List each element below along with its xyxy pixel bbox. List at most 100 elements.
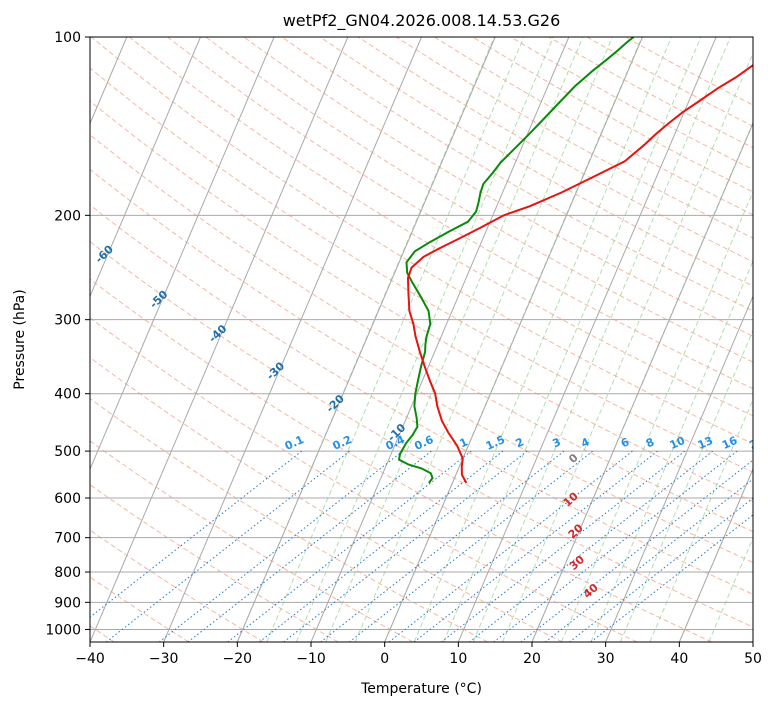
moist-adiabats: [236, 37, 753, 642]
dry-adiabat-line: [90, 241, 753, 628]
isotherm-line: [90, 37, 349, 642]
dry-adiabat-line: [90, 100, 753, 503]
mixing-ratio-lines: [90, 450, 753, 642]
moist-adiabat-line: [413, 37, 672, 642]
moist-adiabat-line: [443, 37, 702, 642]
mixing-ratio-line: [590, 514, 753, 642]
dry-adiabat-line: [90, 134, 753, 533]
dry-adiabat-line: [205, 37, 753, 363]
mixing-ratio-labels: 0.10.20.40.611.52346810131620253036: [283, 433, 775, 453]
dry-adiabat-line: [90, 67, 753, 473]
y-tick-label: 200: [54, 208, 81, 224]
plot-frame: [89, 36, 754, 643]
chart-title: wetPf2_GN04.2026.008.14.53.G26: [283, 11, 561, 31]
mixing-ratio-line: [441, 450, 686, 642]
mixing-ratio-label: 2: [514, 435, 526, 450]
isotherm-line: [90, 37, 275, 471]
moist-adiabat-line: [561, 190, 753, 642]
y-tick-label: 400: [54, 387, 81, 403]
mixing-ratio-line: [90, 450, 303, 618]
dry-adiabat-line: [90, 484, 339, 642]
moist-adiabat-line: [708, 536, 753, 642]
dry-adiabat-line: [90, 529, 264, 642]
mixing-ratio-line: [158, 450, 404, 642]
dry-adiabat-line: [510, 37, 753, 171]
isotherm-gridlines: [90, 37, 753, 642]
isotherm-label: -60: [93, 243, 117, 266]
isotherm-label: -30: [264, 359, 288, 382]
x-tick-label: −10: [296, 651, 326, 667]
dry-adiabat-line: [90, 356, 563, 642]
y-tick-label: 900: [54, 595, 81, 611]
dry-adiabat-line: [90, 37, 753, 445]
mixing-ratio-label: 0.2: [331, 433, 354, 453]
moist-adiabat-line: [678, 467, 753, 642]
mixing-ratio-line: [520, 459, 753, 642]
mixing-ratio-line: [569, 497, 753, 642]
mixing-ratio-label: 4: [579, 435, 592, 450]
x-tick-label: −30: [149, 651, 179, 667]
mixing-ratio-line: [105, 450, 350, 642]
plot-area: -100-90-80-70-60-50-40-30-20-10 0.10.20.…: [0, 37, 775, 642]
mixing-ratio-label: 6: [619, 435, 632, 450]
moist-adiabat-line: [531, 121, 753, 642]
y-tick-label: 100: [54, 30, 81, 46]
mixing-ratio-line: [283, 450, 528, 642]
moist-adiabat-line: [266, 37, 525, 642]
moist-adiabat-line: [295, 37, 554, 642]
mixing-ratio-label: 3: [550, 435, 562, 450]
x-tick-label: 10: [449, 651, 467, 667]
y-tick-label: 700: [54, 531, 81, 547]
wet-bulb-label: 30: [567, 553, 587, 573]
dry-adiabat-line: [586, 37, 753, 127]
moist-adiabat-line: [502, 52, 753, 642]
mixing-ratio-label: 20: [747, 434, 767, 452]
mixing-ratio-label: 1.5: [484, 433, 507, 453]
isotherm-line: [531, 122, 753, 642]
isotherm-label: -80: [0, 152, 8, 175]
isotherm-line: [457, 37, 717, 642]
dry-adiabat-line: [90, 278, 712, 642]
isotherm-line: [163, 37, 422, 642]
x-tick-label: 20: [523, 651, 541, 667]
wet-bulb-label: 40: [581, 581, 601, 601]
x-tick-label: 30: [597, 651, 615, 667]
moist-adiabat-line: [354, 37, 613, 642]
mixing-ratio-label: 0.6: [412, 433, 435, 453]
moist-adiabat-line: [590, 259, 753, 642]
dewpoint-line: [397, 37, 635, 484]
isotherm-line: [90, 37, 201, 298]
dry-adiabat-line: [281, 37, 753, 312]
x-tick-label: 50: [744, 651, 762, 667]
dry-adiabat-line: [357, 37, 753, 263]
isotherm-line: [384, 37, 643, 642]
isotherm-line: [310, 37, 570, 642]
temperature-line: [406, 63, 753, 484]
dry-adiabat-line: [90, 397, 488, 642]
mixing-ratio-label: 16: [720, 434, 740, 452]
mixing-ratio-line: [493, 450, 738, 642]
x-tick-label: −40: [75, 651, 105, 667]
mixing-ratio-label: 0.1: [283, 433, 306, 453]
isotherm-line: [678, 467, 753, 642]
mixing-ratio-label: 8: [644, 435, 656, 450]
y-tick-label: 1000: [45, 622, 81, 638]
mixing-ratio-line: [259, 450, 504, 642]
y-tick-label: 500: [54, 444, 81, 460]
isotherm-label: -50: [147, 288, 171, 311]
y-axis-label: Pressure (hPa): [12, 289, 28, 389]
mixing-ratio-label: 25: [772, 434, 775, 452]
dry-adiabat-line: [90, 440, 414, 642]
dry-adiabat-line: [243, 37, 753, 337]
dry-adiabat-line: [167, 37, 753, 390]
isotherm-label: -20: [324, 392, 348, 415]
wet-bulb-label: 10: [561, 489, 581, 509]
dry-adiabat-line: [90, 204, 753, 595]
dry-adiabat-line: [90, 317, 638, 642]
mixing-ratio-line: [469, 450, 714, 642]
mixing-ratio-label: 13: [696, 434, 715, 452]
isotherm-line: [605, 295, 753, 642]
x-tick-label: −20: [223, 651, 253, 667]
